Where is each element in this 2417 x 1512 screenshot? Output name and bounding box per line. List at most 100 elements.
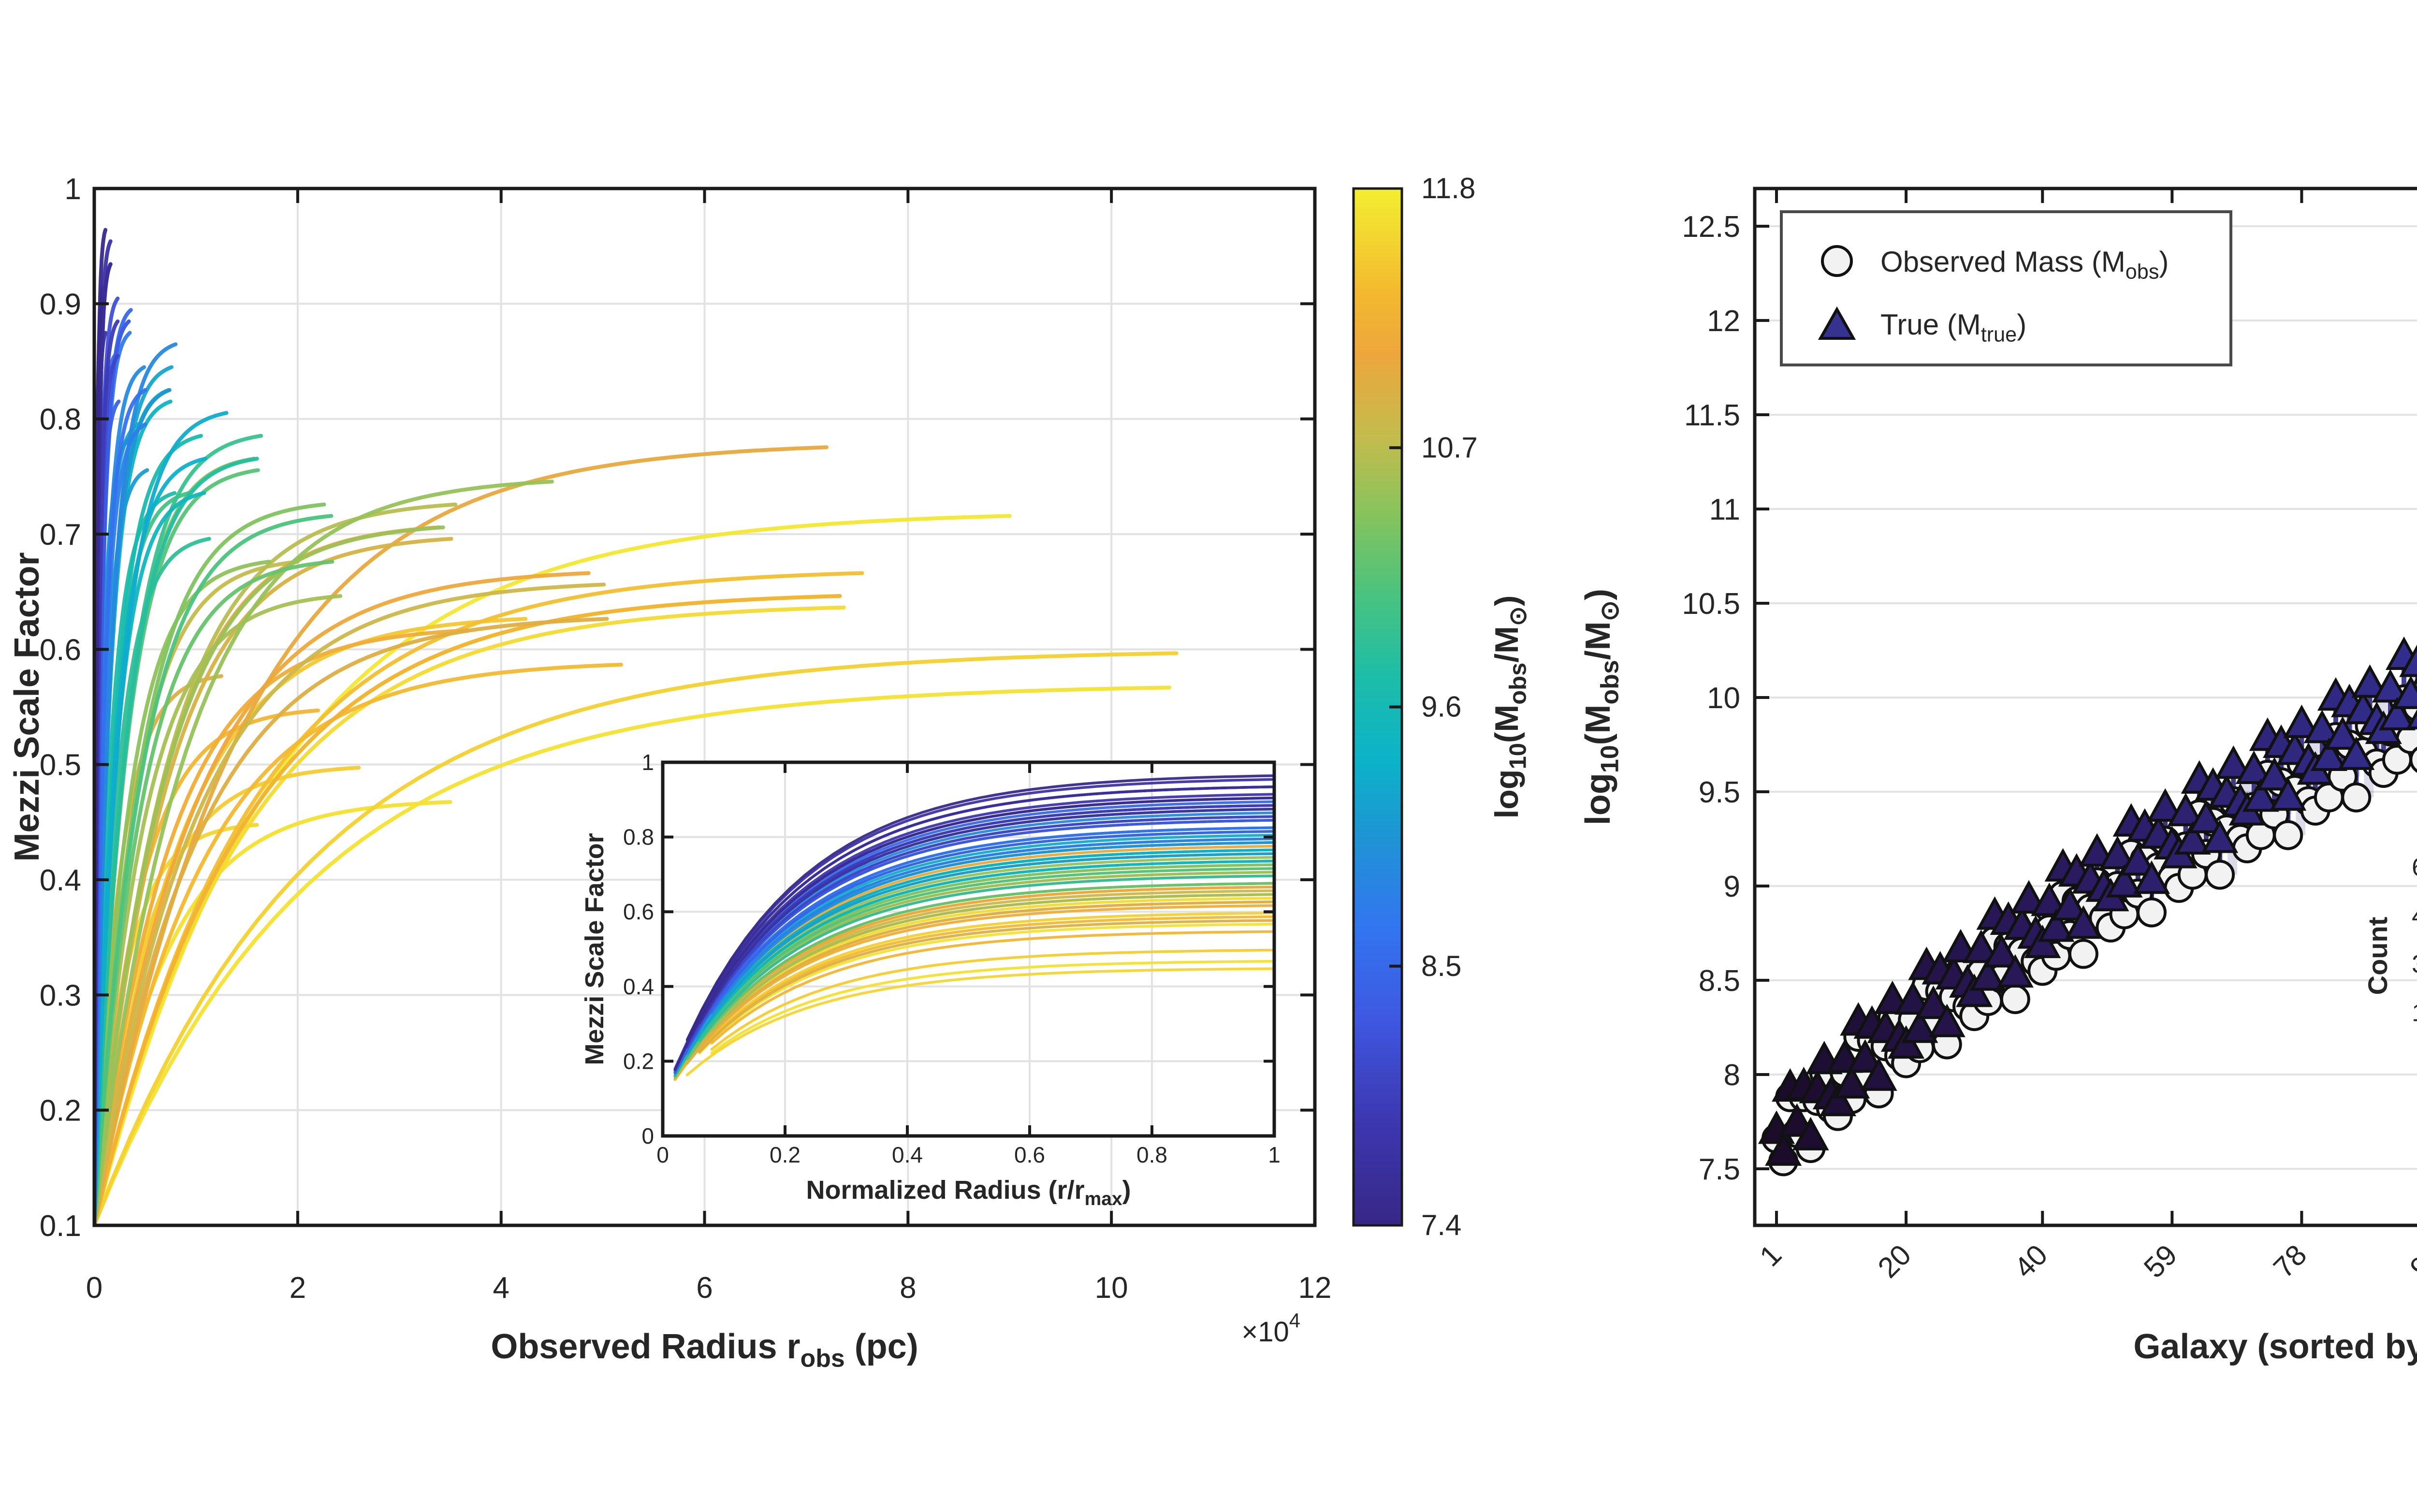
inset-x-axis-label: Normalized Radius (r/rmax) (806, 1176, 1131, 1209)
true-mass-marker (2392, 675, 2417, 709)
observed-mass-marker (2341, 782, 2372, 813)
x-tick-label: 20 (1872, 1238, 1918, 1284)
true-mass-marker (1847, 1039, 1884, 1073)
true-mass-marker (1819, 1082, 1857, 1117)
true-mass-marker (2372, 669, 2409, 703)
inset-curve (685, 774, 1274, 1041)
inset-y-axis-label: Mezzi Scale Factor (580, 833, 609, 1065)
left-inset: 0 0.2 0.4 0.6 0.8 1 0 0.2 0.4 0.6 0.8 1 Normalized R… (580, 750, 1281, 1209)
inset-curve (685, 901, 1274, 1064)
observed-mass-marker (2068, 939, 2098, 969)
inset-y-tick-label: 0.4 (623, 974, 654, 999)
y-tick-label: 12 (1707, 305, 1740, 338)
inset-x-tick-label: 0.2 (770, 1142, 801, 1167)
inset-x-tick-label: 1 (1268, 1142, 1281, 1167)
true-mass-marker (1969, 957, 2007, 991)
inset-curves (673, 774, 1274, 1081)
mass-curve (94, 514, 334, 1225)
inset-curve (673, 797, 1274, 1071)
colorbar-tick-label: 10.7 (1421, 431, 1478, 464)
legend-circle-icon (1821, 245, 1853, 277)
y-tick-label: 8.5 (1699, 964, 1740, 998)
true-mass-marker (2406, 709, 2417, 729)
colorbar-tick-label: 11.8 (1421, 172, 1475, 204)
true-mass-marker (2399, 644, 2417, 677)
colorbar-label: log10(Mobs/M⊙) (1488, 596, 1531, 819)
true-mass-marker (2106, 864, 2143, 898)
inset-curve (710, 960, 1274, 1055)
true-mass-marker (1996, 954, 2034, 988)
x-axis-label: Observed Radius robs (pc) (491, 1327, 918, 1372)
inset-curve (698, 912, 1274, 1052)
mass-curve (94, 628, 470, 1225)
inset-y-tick-label: 0 (641, 1123, 654, 1149)
mass-curve (94, 537, 453, 1225)
inset-curve (673, 793, 1274, 1071)
x-tick-label: 40 (2008, 1238, 2054, 1284)
mass-curve (94, 560, 335, 1225)
mass-curve (94, 411, 229, 1225)
true-mass-marker (2038, 908, 2075, 942)
inset-curve (685, 778, 1274, 1042)
inset-curve (710, 863, 1274, 1022)
true-mass-marker (2010, 880, 2048, 914)
x-tick-label: 8 (900, 1271, 916, 1305)
true-mass-marker (2235, 750, 2272, 784)
x-axis-label: Galaxy (sorted by Mtrue/Mobs) (2133, 1327, 2417, 1372)
observed-mass-marker (2137, 897, 2167, 928)
x-tick-label: 78 (2267, 1238, 2313, 1284)
axes-box (661, 760, 1276, 1138)
inset-curve (698, 819, 1274, 1028)
true-mass-marker (2079, 833, 2116, 867)
true-mass-marker (2303, 710, 2341, 743)
mass-curve (94, 525, 445, 1225)
inset-curve (698, 808, 1274, 1025)
true-mass-marker (2031, 882, 2068, 916)
true-mass-marker (2338, 736, 2375, 770)
right-inset-histogram: 12357015304560Mtrue/MobsCount (2362, 853, 2417, 1027)
x-tick-label: 2 (290, 1271, 306, 1305)
inset-curve (698, 886, 1274, 1045)
true-mass-marker (2201, 819, 2239, 853)
mass-curve (94, 228, 108, 1225)
x-tick-label: 0 (86, 1271, 102, 1305)
legend-triangle-icon (1818, 306, 1856, 340)
colorbar-tick-label: 8.5 (1421, 950, 1461, 982)
true-mass-marker (2270, 777, 2307, 811)
legend-label-observed: Observed Mass (Mobs) (1880, 246, 2169, 283)
observed-mass-marker (2273, 820, 2303, 850)
inset-x-tick-label: 0 (656, 1142, 669, 1167)
x-tick-label: 12 (1298, 1271, 1332, 1305)
y-tick-label: 0.9 (40, 288, 81, 321)
colorbar-tick-label: 9.6 (1421, 691, 1461, 723)
hist-y-tick-label: 45 (2412, 902, 2417, 930)
y-tick-label: 1 (65, 173, 81, 206)
y-axis-label: log10(Mobs/M⊙) (1579, 589, 1623, 825)
y-tick-label: 11.5 (1684, 399, 1740, 432)
left-colorbar: 11.8 10.7 9.6 8.5 7.4 log10(Mobs/M⊙) (1352, 172, 1531, 1241)
x-tick-label: 4 (493, 1271, 509, 1305)
y-tick-label: 0.6 (40, 633, 81, 667)
true-markers (1758, 636, 2417, 1166)
y-tick-label: 9.5 (1699, 776, 1740, 809)
true-mass-marker (2351, 664, 2388, 698)
inset-curve (685, 826, 1274, 1051)
true-mass-marker (2324, 716, 2361, 750)
true-mass-marker (1956, 974, 1993, 1007)
inset-curve (710, 859, 1274, 1021)
y-tick-label: 0.4 (40, 864, 81, 897)
true-mass-marker (1792, 1117, 1829, 1150)
true-mass-marker (2051, 887, 2088, 921)
mass-curve (94, 605, 846, 1225)
inset-curve (710, 893, 1274, 1032)
observed-mass-marker (2409, 746, 2417, 773)
x-axis-multiplier: ×104 (1241, 1309, 1300, 1348)
x-tick-label: 10 (1095, 1271, 1128, 1305)
true-mass-marker (1928, 1003, 1966, 1037)
inset-curve (673, 897, 1274, 1081)
legend-box (1780, 210, 2232, 366)
left-axes: 0 2 4 6 8 10 120.10.20.30.40.50.60.70.80.91×10… (8, 173, 1331, 1372)
mass-curve (94, 445, 829, 1225)
inset-curve (710, 804, 1274, 1003)
